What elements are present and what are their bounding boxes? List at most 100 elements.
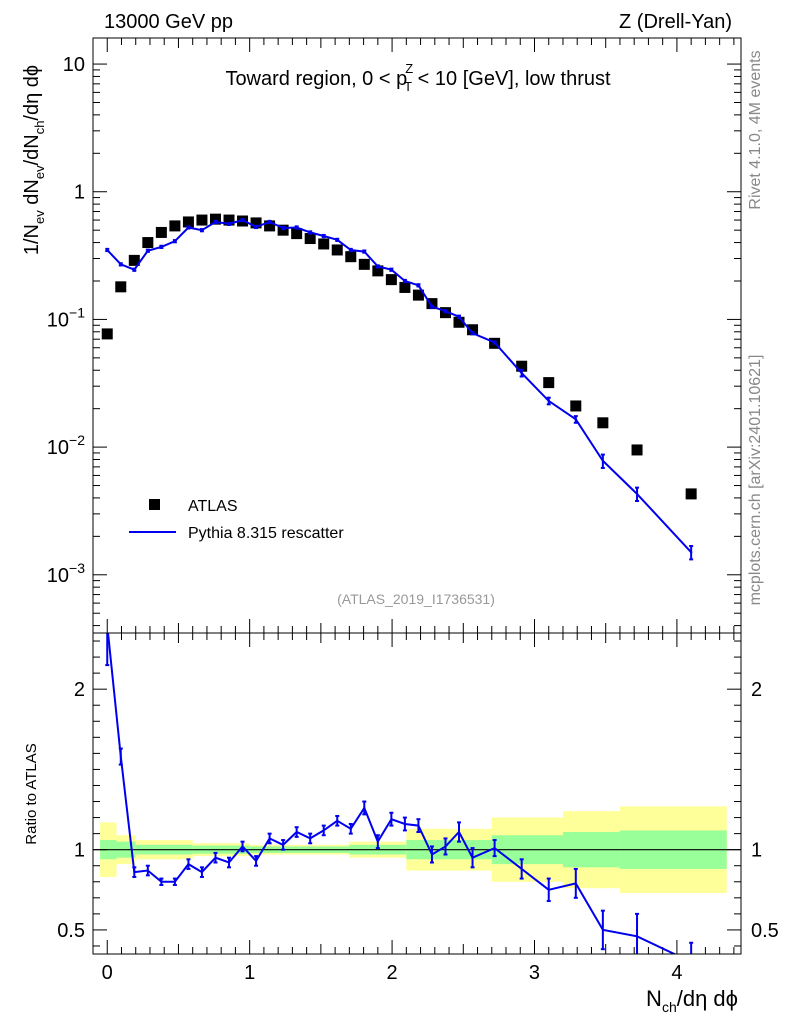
atlas-data-point: [358, 258, 370, 270]
pythia-point: [574, 418, 577, 421]
mcplots-source-label: mcplots.cern.ch [arXiv:2401.10621]: [747, 355, 764, 606]
main-y-tick-label: 10−2: [47, 432, 85, 459]
analysis-id-label: (ATLAS_2019_I1736531): [337, 591, 495, 607]
ratio-y-tick-label: 1: [74, 840, 85, 862]
atlas-data-point: [467, 324, 479, 336]
atlas-data-point: [345, 251, 357, 263]
main-title-prefix: Toward region, 0 < p: [225, 68, 407, 90]
atlas-data-point: [169, 220, 181, 232]
main-y-tick-base: 10: [47, 565, 69, 587]
atlas-data-point: [543, 377, 555, 389]
atlas-data-point: [182, 216, 194, 228]
ratio-frame: [92, 632, 742, 955]
legend-atlas-label: ATLAS: [188, 498, 238, 515]
pythia-point: [457, 315, 461, 318]
main-y-tick-label: 10: [63, 54, 85, 76]
pythia-point: [601, 459, 605, 463]
atlas-data-point: [101, 328, 113, 340]
pythia-point: [403, 279, 407, 283]
pythia-point: [376, 265, 380, 268]
pythia-point: [268, 220, 271, 224]
pythia-point: [635, 492, 639, 496]
main-y-tick-exp: −3: [69, 560, 85, 576]
main-y-tick-base: 10: [47, 309, 69, 331]
x-tick-label: 0: [102, 962, 113, 984]
main-y-tick-label: 1: [74, 182, 85, 204]
pythia-point: [281, 226, 285, 230]
ratio-y-tick-label: 2: [74, 679, 85, 701]
main-frame: [92, 37, 742, 634]
pythia-point: [106, 248, 109, 252]
pythia-point: [241, 218, 244, 222]
pythia-point: [471, 332, 474, 335]
x-tick-label: 1: [244, 962, 255, 984]
atlas-data-point: [223, 214, 235, 226]
pythia-point: [160, 245, 163, 249]
atlas-data-point: [570, 400, 582, 412]
pythia-point: [444, 309, 447, 313]
atlas-data-point: [304, 233, 316, 245]
x-tick-label: 4: [671, 962, 682, 984]
pythia-point: [187, 226, 190, 229]
atlas-data-point: [412, 289, 424, 301]
main-y-axis-label: 1/Nev dNev/dNch/dη dϕ: [21, 65, 47, 255]
main-title-sup: Z: [405, 61, 413, 76]
pythia-point: [146, 249, 150, 252]
pythia-point: [430, 305, 434, 308]
pythia-point: [214, 220, 217, 224]
pythia-point: [336, 238, 339, 242]
ratio-panel: 0.5 0.5 1 1 2 2 0 1 2 3 4 Ratio to ATLAS Nch/dη dϕ: [23, 632, 779, 1015]
main-plot-area: [101, 213, 697, 561]
header-process-label: Z (Drell-Yan): [619, 11, 732, 33]
rivet-version-label: Rivet 4.1.0, 4M events: [747, 50, 764, 209]
ratio-y-axis-label: Ratio to ATLAS: [23, 743, 40, 844]
xlabel-part-a: N: [646, 986, 662, 1011]
x-tick-label: 2: [387, 962, 398, 984]
main-title: Toward region, 0 < pZ T < 10 [GeV], low t…: [225, 61, 611, 94]
atlas-data-point: [209, 213, 221, 225]
atlas-data-point: [372, 265, 384, 277]
pythia-point: [308, 231, 312, 234]
atlas-data-point: [277, 224, 289, 236]
pythia-point: [322, 234, 325, 238]
pythia-point: [200, 228, 204, 232]
atlas-data-point: [196, 214, 208, 226]
atlas-data-point: [516, 360, 528, 372]
ratio-plot-area: [93, 633, 741, 954]
atlas-data-point: [115, 281, 127, 293]
main-y-tick-exp: −2: [69, 432, 85, 448]
pythia-point: [493, 341, 496, 344]
x-tick-label: 3: [529, 962, 540, 984]
ylabel-part-d: /dη dϕ: [21, 65, 43, 121]
legend: ATLAS Pythia 8.315 rescatter: [129, 498, 344, 542]
atlas-data-point: [318, 238, 330, 250]
xlabel-part-b: /dη dϕ: [677, 986, 738, 1011]
ylabel-sub-b: ev: [32, 165, 47, 179]
pythia-point: [227, 222, 231, 226]
xlabel-sub-a: ch: [662, 999, 677, 1015]
atlas-data-point: [385, 274, 397, 286]
atlas-data-point: [426, 298, 438, 310]
ratio-y-tick-label-right: 1: [751, 840, 762, 862]
main-title-sub: T: [404, 79, 412, 94]
header-collision-label: 13000 GeV pp: [104, 11, 233, 33]
pythia-point: [689, 551, 693, 554]
ratio-ticks: 0.5 0.5 1 1 2 2 0 1 2 3 4: [57, 633, 779, 984]
atlas-data-point: [250, 217, 262, 229]
main-title-suffix: < 10 [GeV], low thrust: [412, 68, 611, 90]
pythia-point: [295, 226, 298, 229]
x-axis-label: Nch/dη dϕ: [646, 986, 738, 1015]
pythia-point: [349, 248, 352, 252]
main-y-tick-exp: −1: [69, 304, 85, 320]
atlas-data-point: [128, 254, 140, 266]
atlas-data-point: [399, 281, 411, 293]
atlas-data-point: [155, 226, 167, 238]
pythia-point: [520, 371, 523, 375]
main-y-tick-base: 10: [47, 437, 69, 459]
ylabel-sub-c: ch: [32, 121, 47, 135]
atlas-data-point: [142, 237, 154, 249]
ylabel-part-a: 1/N: [21, 224, 43, 255]
